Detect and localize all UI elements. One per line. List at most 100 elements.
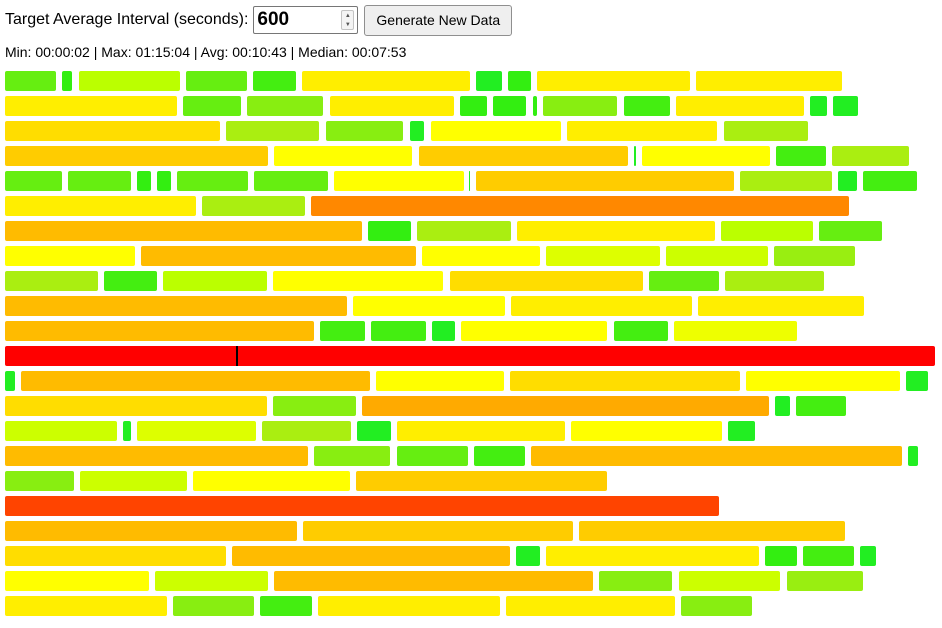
interval-block — [796, 396, 846, 416]
interval-block — [493, 96, 526, 116]
interval-block — [860, 546, 876, 566]
interval-block — [721, 221, 813, 241]
interval-block — [476, 71, 502, 91]
interval-block — [104, 271, 157, 291]
interval-block — [765, 546, 797, 566]
interval-block — [320, 321, 365, 341]
interval-block — [368, 221, 411, 241]
interval-block — [5, 571, 149, 591]
interval-block — [531, 446, 902, 466]
interval-block — [642, 146, 770, 166]
interval-block — [183, 96, 241, 116]
generate-new-data-button[interactable]: Generate New Data — [364, 4, 513, 36]
interval-block — [326, 121, 403, 141]
interval-block — [803, 546, 854, 566]
interval-block — [838, 171, 857, 191]
interval-block — [624, 96, 670, 116]
interval-block — [5, 546, 226, 566]
interval-block — [5, 396, 267, 416]
interval-block — [698, 296, 864, 316]
interval-block — [177, 171, 248, 191]
interval-block — [546, 246, 660, 266]
interval-block — [567, 121, 717, 141]
interval-block — [674, 321, 797, 341]
interval-block — [450, 271, 643, 291]
interval-block — [253, 71, 296, 91]
interval-block — [5, 71, 56, 91]
interval-block — [679, 571, 780, 591]
interval-block — [746, 371, 900, 391]
interval-block — [819, 221, 882, 241]
interval-block — [376, 371, 504, 391]
interval-block — [137, 421, 256, 441]
interval-block — [546, 546, 759, 566]
interval-block — [371, 321, 426, 341]
interval-block — [274, 146, 412, 166]
interval-block — [776, 146, 826, 166]
interval-block — [141, 246, 416, 266]
interval-block — [5, 596, 167, 616]
interval-block — [247, 96, 323, 116]
stats-summary: Min: 00:00:02 | Max: 01:15:04 | Avg: 00:… — [5, 44, 407, 60]
interval-block — [543, 96, 617, 116]
interval-block — [5, 146, 268, 166]
interval-block — [908, 446, 918, 466]
interval-block — [155, 571, 268, 591]
interval-block — [740, 171, 832, 191]
interval-block — [649, 271, 719, 291]
spinner-up-icon[interactable]: ▲ — [344, 12, 351, 19]
interval-input[interactable] — [254, 7, 339, 33]
interval-block — [5, 371, 15, 391]
interval-block — [5, 321, 314, 341]
interval-block — [634, 146, 636, 166]
interval-block — [62, 71, 72, 91]
interval-block — [724, 121, 808, 141]
interval-block — [517, 221, 715, 241]
interval-block — [21, 371, 370, 391]
interval-block — [410, 121, 424, 141]
interval-block — [506, 596, 675, 616]
interval-block — [5, 121, 220, 141]
interval-block — [5, 421, 117, 441]
interval-block — [157, 171, 171, 191]
interval-block — [417, 221, 511, 241]
interval-block — [599, 571, 672, 591]
interval-block — [833, 96, 858, 116]
interval-block — [533, 96, 537, 116]
interval-block — [5, 521, 297, 541]
interval-block — [254, 171, 328, 191]
spinner-down-icon[interactable]: ▼ — [344, 21, 351, 28]
interval-block — [163, 271, 267, 291]
interval-block — [79, 71, 180, 91]
interval-block — [474, 446, 525, 466]
interval-block — [863, 171, 917, 191]
interval-block — [476, 171, 734, 191]
interval-block — [262, 421, 351, 441]
interval-block — [5, 471, 74, 491]
spinner-buttons[interactable]: ▲ ▼ — [341, 10, 355, 30]
interval-block — [318, 596, 500, 616]
interval-block — [5, 221, 362, 241]
interval-block — [432, 321, 455, 341]
interval-block — [510, 371, 740, 391]
interval-block — [334, 171, 464, 191]
interval-block — [666, 246, 768, 266]
interval-block — [725, 271, 824, 291]
interval-block — [775, 396, 790, 416]
interval-block — [274, 571, 593, 591]
interval-label: Target Average Interval (seconds): — [5, 11, 249, 28]
interval-block — [362, 396, 769, 416]
interval-block — [260, 596, 312, 616]
interval-block — [5, 496, 719, 516]
position-marker — [236, 346, 238, 366]
interval-block — [5, 246, 135, 266]
interval-block — [397, 421, 565, 441]
interval-field[interactable]: ▲ ▼ — [253, 6, 359, 34]
interval-block — [728, 421, 755, 441]
interval-block — [5, 96, 177, 116]
interval-block — [173, 596, 254, 616]
interval-block — [273, 396, 356, 416]
interval-block — [774, 246, 855, 266]
interval-block — [906, 371, 928, 391]
